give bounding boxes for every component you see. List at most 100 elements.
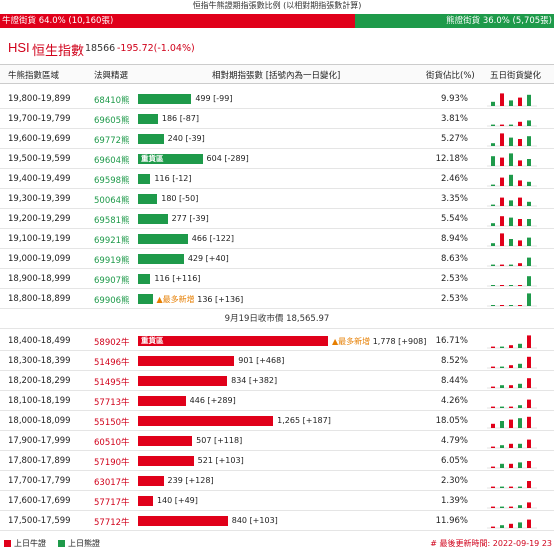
sparkline-svg <box>487 216 537 227</box>
contracts-value: 277 [-39] <box>171 214 209 223</box>
warrant-code-link[interactable]: 60510牛 <box>94 438 130 448</box>
warrant-code-link[interactable]: 51496牛 <box>94 358 130 368</box>
range-cell: 18,200-18,299 <box>8 376 71 386</box>
sparkline-bar <box>509 406 513 408</box>
contracts-value: 136 [+136] <box>197 295 244 304</box>
sparkline-bar <box>500 486 504 488</box>
warrant-code-link[interactable]: 69907熊 <box>94 276 130 286</box>
warrant-code-link[interactable]: 50064熊 <box>94 196 130 206</box>
table-row: 18,200-18,299 51495牛 834 [+382] 8.44% <box>0 371 554 391</box>
table-row: 18,400-18,499 58902牛 重貨區 ▲最多新增 1,778 [+908]… <box>0 331 554 351</box>
five-day-sparkline <box>487 493 537 509</box>
warrant-code-link[interactable]: 57713牛 <box>94 398 130 408</box>
sparkline-bar <box>491 156 495 166</box>
sparkline-bar <box>491 124 495 126</box>
share-pct: 8.63% <box>440 254 468 264</box>
share-pct: 8.52% <box>440 356 468 366</box>
warrant-code-link[interactable]: 69604熊 <box>94 156 130 166</box>
sparkline-bar <box>509 463 513 468</box>
share-pct: 2.53% <box>440 294 468 304</box>
contracts-note: 277 [-39] <box>172 214 209 223</box>
contracts-note: 239 [+128] <box>168 476 214 485</box>
sparkline-bar <box>491 285 495 286</box>
sparkline-bar <box>509 264 513 266</box>
sparkline-bar <box>491 446 495 448</box>
range-cell: 19,200-19,299 <box>8 214 71 224</box>
share-pct: 11.96% <box>435 516 468 526</box>
sparkline-bar <box>518 139 522 146</box>
warrant-code-link[interactable]: 69921熊 <box>94 236 130 246</box>
range-cell: 18,000-18,099 <box>8 416 71 426</box>
table-row: 17,800-17,899 57190牛 521 [+103] 6.05% <box>0 451 554 471</box>
contracts-note: 429 [+40] <box>188 254 229 263</box>
share-pct: 3.35% <box>440 194 468 204</box>
bull-ratio-segment: 牛證街貨 64.0% (10,160張) <box>0 14 355 28</box>
header-code: 法興精選 <box>94 71 129 81</box>
sparkline-bar <box>500 525 504 528</box>
page-title: 恒指牛熊證期指張數比例 (以相對期指張數計算) <box>192 1 362 10</box>
warrant-code-link[interactable]: 57717牛 <box>94 498 130 508</box>
warrant-code-link[interactable]: 63017牛 <box>94 478 130 488</box>
share-pct: 2.46% <box>440 174 468 184</box>
sparkline-bar <box>509 217 513 226</box>
sparkline-bar <box>491 423 495 428</box>
warrant-code-link[interactable]: 57712牛 <box>94 518 130 528</box>
share-pct: 8.94% <box>440 234 468 244</box>
range-cell: 17,800-17,899 <box>8 456 71 466</box>
sparkline-bar <box>518 505 522 508</box>
contracts-value: 239 [+128] <box>167 476 214 485</box>
header-contracts: 相對期指張數 [括號內為一日變化] <box>212 71 341 81</box>
contracts-value: 116 [+116] <box>154 274 201 283</box>
sparkline-svg <box>487 378 537 389</box>
sparkline-bar <box>509 153 513 166</box>
bear-contracts-bar <box>138 194 158 204</box>
sparkline-bar <box>500 197 504 206</box>
range-cell: 19,800-19,899 <box>8 94 71 104</box>
sparkline-bar <box>500 385 504 388</box>
sparkline-bar <box>500 421 504 428</box>
warrant-code-link[interactable]: 55150牛 <box>94 418 130 428</box>
sparkline-bar <box>500 216 504 226</box>
share-pct: 6.05% <box>440 456 468 466</box>
five-day-sparkline <box>487 291 537 307</box>
sparkline-bar <box>518 305 522 306</box>
warrant-code-link[interactable]: 69581熊 <box>94 216 130 226</box>
contracts-value: 1,778 [+908] <box>372 337 427 346</box>
sparkline-svg <box>487 502 537 509</box>
legend-bear-label: 上日熊證 <box>68 539 100 548</box>
sparkline-bar <box>509 305 513 306</box>
sparkline-bar <box>518 97 522 106</box>
warrant-code-link[interactable]: 69605熊 <box>94 116 130 126</box>
sparkline-bar <box>518 240 522 246</box>
warrant-code-link[interactable]: 58902牛 <box>94 338 130 348</box>
warrant-code-link[interactable]: 69598熊 <box>94 176 130 186</box>
warrant-code-link[interactable]: 68410熊 <box>94 96 130 106</box>
legend-bull: 上日牛證 <box>4 538 46 549</box>
sparkline-bar <box>527 257 531 266</box>
most-added-tag: ▲最多新增 <box>156 295 198 304</box>
contracts-note: ▲最多新增 136 [+136] <box>157 294 244 305</box>
bull-contracts-bar <box>138 376 228 386</box>
range-cell: 18,300-18,399 <box>8 356 71 366</box>
table-row: 18,000-18,099 55150牛 1,265 [+187] 18.05% <box>0 411 554 431</box>
contracts-note: 604 [-289] <box>207 154 249 163</box>
warrant-code-link[interactable]: 69906熊 <box>94 296 130 306</box>
range-cell: 17,600-17,699 <box>8 496 71 506</box>
contracts-note: 446 [+289] <box>190 396 236 405</box>
contracts-value: 466 [-122] <box>191 234 235 243</box>
table-row: 17,500-17,599 57712牛 840 [+103] 11.96% <box>0 511 554 531</box>
contracts-note: 186 [-87] <box>162 114 199 123</box>
contracts-value: 499 [-99] <box>195 94 233 103</box>
sparkline-bar <box>491 264 495 266</box>
table-row: 19,700-19,799 69605熊 186 [-87] 3.81% <box>0 109 554 129</box>
warrant-code-link[interactable]: 57190牛 <box>94 458 130 468</box>
five-day-sparkline <box>487 453 537 469</box>
bear-contracts-bar <box>138 254 184 264</box>
warrant-code-link[interactable]: 69772熊 <box>94 136 130 146</box>
warrant-code-link[interactable]: 51495牛 <box>94 378 130 388</box>
share-pct: 1.39% <box>440 496 468 506</box>
warrant-code-link[interactable]: 69919熊 <box>94 256 130 266</box>
share-pct: 12.18% <box>435 154 468 164</box>
sparkline-bar <box>509 137 513 146</box>
contracts-value: 186 [-87] <box>161 114 199 123</box>
